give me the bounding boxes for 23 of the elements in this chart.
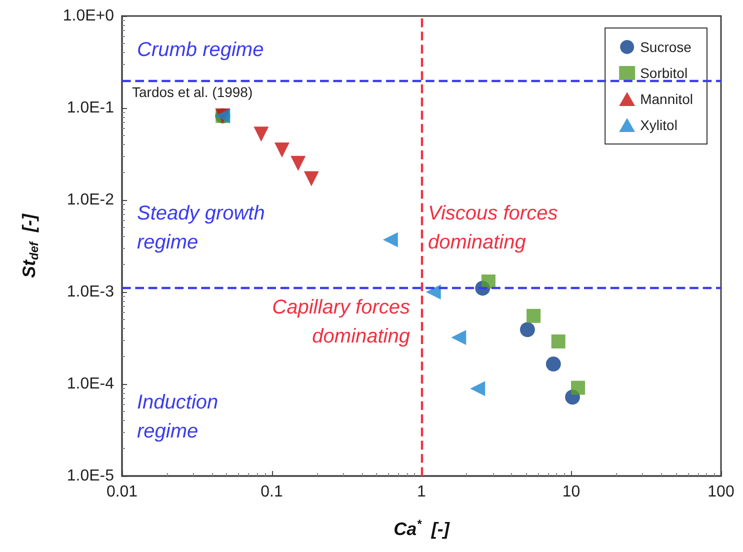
legend-label: Sorbitol [640, 65, 688, 81]
y-tick-label: 1.0E-5 [66, 468, 114, 484]
annotation: Crumb regime [137, 39, 264, 61]
y-tick-label: 1.0E-3 [66, 284, 114, 300]
x-tick-label: 0.01 [106, 484, 138, 500]
annotation: Induction regime [137, 392, 218, 442]
annotation: Tardos et al. (1998) [132, 84, 253, 100]
x-tick-label: 100 [708, 484, 734, 500]
x-axis-title: Ca* [-] [394, 517, 450, 539]
annotation: Viscous forces dominating [428, 202, 558, 254]
legend-label: Sucrose [640, 39, 692, 55]
annotation: Steady growth regime [137, 202, 265, 254]
x-tick-label: 0.1 [260, 484, 283, 500]
x-tick-label: 10 [562, 484, 580, 500]
y-tick-label: 1.0E+0 [62, 8, 114, 24]
annotation: Capillary forces dominating [272, 296, 410, 348]
y-tick-label: 1.0E-2 [66, 192, 114, 208]
legend-label: Xylitol [640, 117, 678, 133]
y-tick-label: 1.0E-1 [66, 100, 114, 116]
y-axis-title: Stdef [-] [19, 213, 41, 278]
y-tick-label: 1.0E-4 [66, 376, 114, 392]
x-tick-label: 1 [417, 484, 426, 500]
legend-label: Mannitol [640, 91, 694, 107]
